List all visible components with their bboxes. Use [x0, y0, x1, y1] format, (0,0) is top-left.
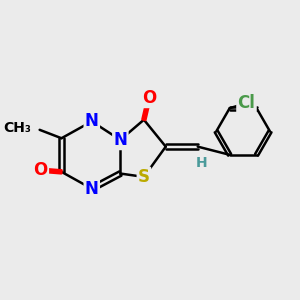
Text: N: N: [85, 180, 99, 198]
Text: O: O: [34, 161, 48, 179]
Text: O: O: [142, 89, 156, 107]
Text: N: N: [113, 131, 127, 149]
Text: N: N: [85, 112, 99, 130]
Text: Cl: Cl: [238, 94, 255, 112]
Text: S: S: [138, 168, 150, 186]
Text: CH₃: CH₃: [3, 121, 31, 135]
Text: H: H: [196, 156, 208, 170]
